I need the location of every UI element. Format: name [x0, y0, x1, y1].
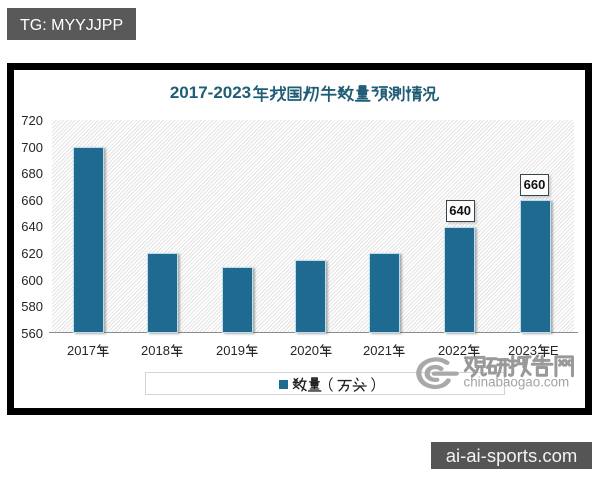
- svg-text:chinabaogao.com: chinabaogao.com: [464, 375, 570, 390]
